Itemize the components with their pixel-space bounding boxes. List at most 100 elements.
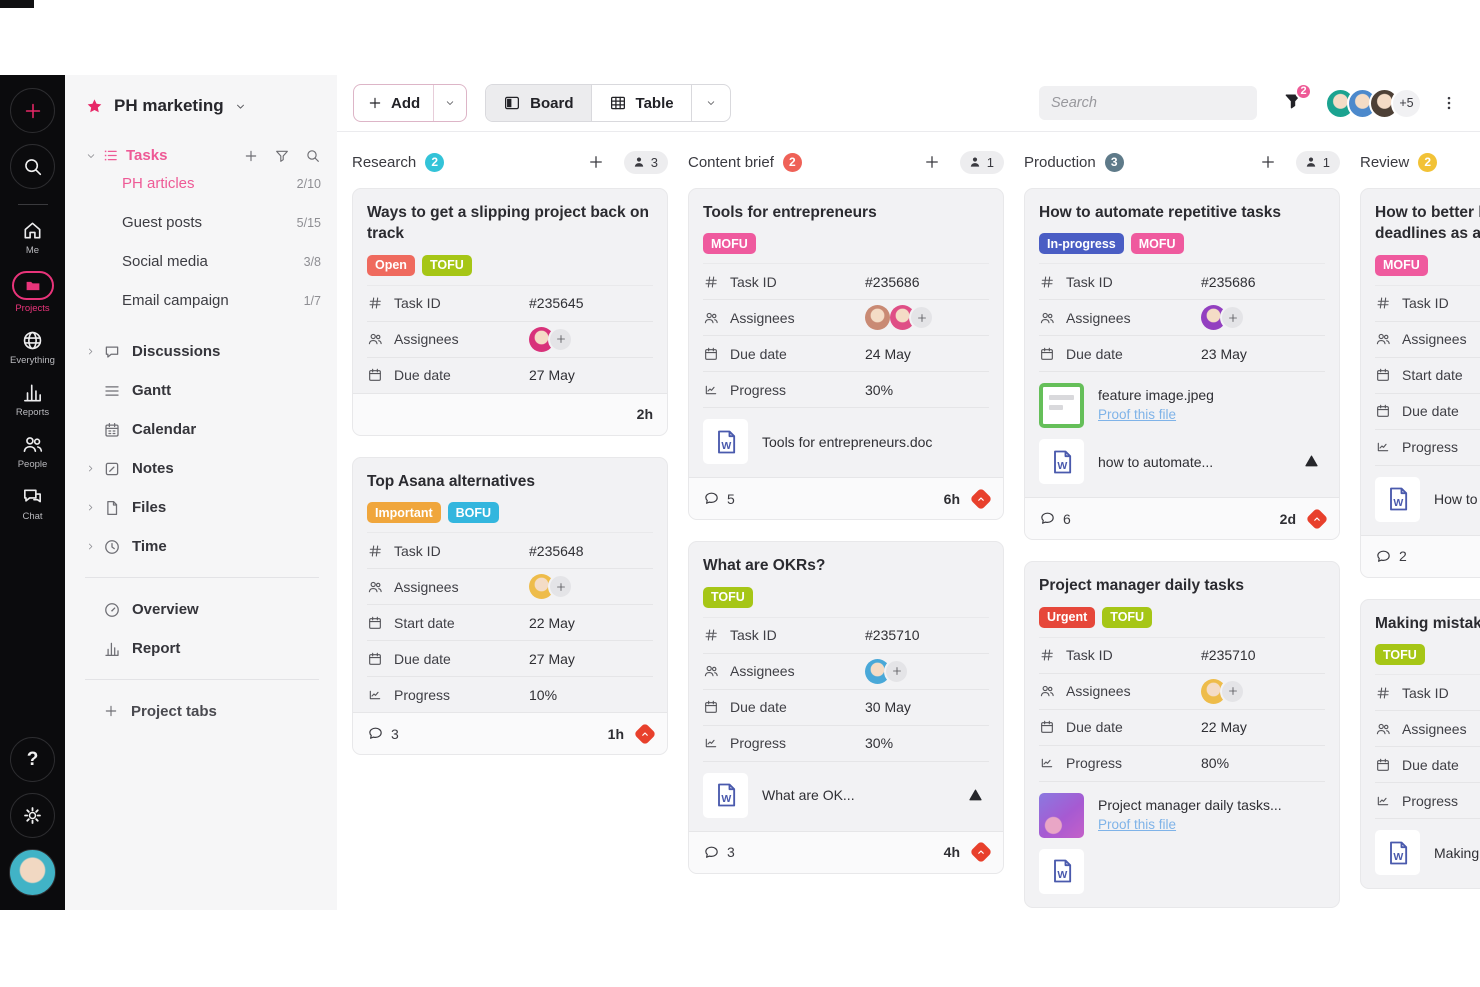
task-card[interactable]: How to better h deadlines as a MOFU Task ID… [1360, 188, 1480, 578]
comments-count[interactable]: 5 [703, 490, 735, 507]
attachment-info: Tools for entrepreneurs.doc [762, 434, 989, 450]
field-label: Assignees [1066, 683, 1131, 700]
sidebar-item-overview[interactable]: Overview [85, 590, 321, 629]
rail-item-projects[interactable]: Projects [11, 271, 54, 314]
field-value: 80% [1201, 755, 1230, 772]
attachment-image[interactable]: feature image.jpeg Proof this file [1039, 383, 1325, 429]
task-list-item-email-campaign[interactable]: Email campaign 1/7 [85, 281, 321, 320]
plus-icon [367, 95, 383, 111]
column-members[interactable]: 3 [623, 150, 668, 174]
attachment-document[interactable]: W How to [1375, 476, 1480, 522]
sidebar-item-discussions[interactable]: Discussions [85, 332, 321, 371]
avatar[interactable] [865, 305, 890, 331]
rail-item-everything[interactable]: Everything [10, 329, 55, 366]
view-tab-board[interactable]: Board [486, 85, 591, 121]
attachment-name: Tools for entrepreneurs.doc [762, 433, 933, 450]
tag-important: Important [367, 502, 441, 524]
add-button-dropdown[interactable] [433, 85, 466, 121]
add-button[interactable]: Add [353, 84, 468, 122]
project-name: PH marketing [114, 96, 224, 115]
projects-active-pill [11, 271, 54, 300]
time-logged: 2d [1279, 510, 1296, 527]
add-assignee-button[interactable] [909, 305, 934, 331]
task-card[interactable]: What are OKRs? TOFU Task ID #235710 Assignee… [688, 541, 1004, 874]
view-tab-table[interactable]: Table [590, 85, 691, 121]
column-add-task-button[interactable] [587, 153, 605, 171]
add-assignee-button[interactable] [884, 658, 909, 684]
rail-item-me[interactable]: Me [21, 219, 44, 256]
add-button-main[interactable]: Add [354, 85, 433, 121]
task-card[interactable]: How to automate repetitive tasks In-progr… [1024, 188, 1340, 541]
field-value: #235686 [1201, 273, 1256, 290]
column-cards: How to automate repetitive tasks In-progr… [1024, 188, 1340, 908]
image-thumbnail [1039, 383, 1084, 429]
settings-button[interactable] [10, 793, 55, 838]
add-button[interactable] [10, 88, 55, 133]
task-card[interactable]: Making mistak TOFU Task ID Assignees Due dat… [1360, 598, 1480, 890]
add-assignee-button[interactable] [1220, 305, 1245, 331]
card-title-line: Making mistak [1375, 614, 1480, 632]
filter-tasks-button[interactable] [274, 148, 290, 164]
plus-icon [22, 100, 44, 122]
proof-file-link[interactable]: Proof this file [1098, 407, 1177, 423]
rail-item-reports[interactable]: Reports [16, 381, 49, 418]
attachment-document[interactable]: W Making [1375, 830, 1480, 876]
task-list-item-guest-posts[interactable]: Guest posts 5/15 [85, 203, 321, 242]
proof-file-link[interactable]: Proof this file [1098, 816, 1177, 832]
search-tasks-button[interactable] [305, 148, 321, 164]
card-tags: MOFU [703, 233, 989, 255]
sidebar-item-time[interactable]: Time [85, 527, 321, 566]
field-progress: Progress 30% [703, 371, 989, 407]
sidebar-item-calendar[interactable]: Calendar [85, 410, 321, 449]
comments-count[interactable]: 2 [1375, 548, 1407, 565]
tasks-section-header[interactable]: Tasks [85, 147, 321, 164]
attachment-document[interactable]: W [1039, 848, 1325, 894]
attachment-document[interactable]: W Tools for entrepreneurs.doc [703, 419, 989, 465]
task-list-item-social-media[interactable]: Social media 3/8 [85, 242, 321, 281]
sidebar-item-label: Calendar [132, 421, 197, 438]
attachment-image[interactable]: Project manager daily tasks... Proof this… [1039, 792, 1325, 838]
sidebar-item-gantt[interactable]: Gantt [85, 371, 321, 410]
search-input[interactable] [1039, 86, 1257, 120]
add-assignee-button[interactable] [548, 574, 573, 600]
column-members[interactable]: 1 [959, 150, 1004, 174]
attachment-info: Making [1434, 845, 1480, 861]
comments-count[interactable]: 3 [703, 844, 735, 861]
card-body: Ways to get a slipping project back on t… [353, 189, 667, 393]
add-assignee-button[interactable] [1220, 678, 1245, 704]
search-button[interactable] [10, 144, 55, 189]
sidebar-item-notes[interactable]: Notes [85, 449, 321, 488]
task-card[interactable]: Tools for entrepreneurs MOFU Task ID #23568… [688, 188, 1004, 521]
chev-down-icon [444, 97, 456, 109]
column-add-task-button[interactable] [1259, 153, 1277, 171]
column-add-task-button[interactable] [923, 153, 941, 171]
attachment-document[interactable]: W What are OK... [703, 772, 989, 818]
task-card[interactable]: Top Asana alternatives Important BOFU Task … [352, 456, 668, 756]
filter-button[interactable]: 2 [1283, 82, 1312, 116]
project-switcher[interactable]: PH marketing [85, 96, 321, 116]
task-card[interactable]: Ways to get a slipping project back on t… [352, 188, 668, 436]
task-list-item-ph-articles[interactable]: PH articles 2/10 [85, 164, 321, 203]
calendar-icon [1375, 757, 1391, 773]
plus-icon [1227, 685, 1239, 697]
sidebar-item-files[interactable]: Files [85, 488, 321, 527]
add-assignee-button[interactable] [548, 326, 573, 352]
add-task-list-button[interactable] [243, 148, 259, 164]
rail-item-chat[interactable]: Chat [21, 485, 44, 522]
member-avatars: +5 [1325, 87, 1422, 119]
more-options-button[interactable] [1440, 94, 1458, 112]
rail-item-people[interactable]: People [18, 433, 47, 470]
project-tabs-button[interactable]: Project tabs [85, 691, 321, 731]
avatar-overflow-count[interactable]: +5 [1391, 87, 1422, 119]
chev-down-icon [234, 100, 247, 113]
user-avatar[interactable] [9, 849, 56, 896]
time-logged: 6h [943, 490, 960, 507]
column-members[interactable]: 1 [1295, 150, 1340, 174]
comments-count[interactable]: 3 [367, 725, 399, 742]
task-card[interactable]: Project manager daily tasks Urgent TOFU Tas… [1024, 561, 1340, 908]
help-button[interactable]: ? [10, 737, 55, 782]
view-switcher-dropdown[interactable] [690, 85, 730, 121]
comments-count[interactable]: 6 [1039, 510, 1071, 527]
sidebar-item-report[interactable]: Report [85, 629, 321, 668]
